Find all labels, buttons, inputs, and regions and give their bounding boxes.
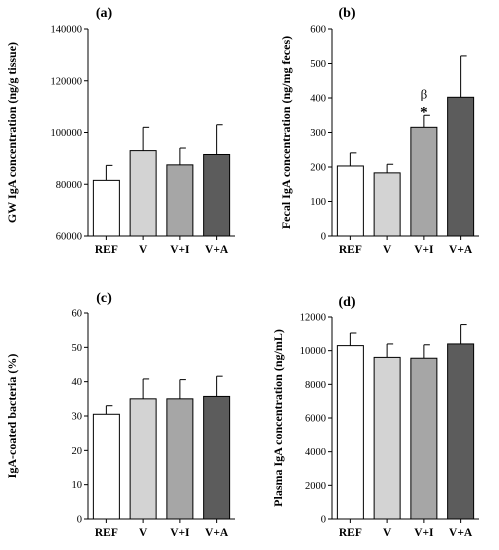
y-tick-label: 30	[72, 412, 83, 423]
chart-panel-4: 0 2000 4000 6000 8000 10000 12000 REF V V+I V+A (d)…	[271, 295, 479, 539]
y-tick-label: 50	[72, 343, 83, 354]
x-tick-label: V+A	[449, 527, 473, 539]
x-tick-label: REF	[339, 527, 362, 539]
x-tick-label: V	[139, 244, 148, 256]
x-tick-label: V+I	[414, 244, 434, 256]
bar-v	[129, 150, 157, 237]
bar-ref	[336, 345, 364, 520]
y-tick-label: 100000	[51, 128, 83, 139]
y-tick-label: 6000	[305, 414, 326, 425]
significance-marker: β	[421, 86, 428, 101]
y-tick-label: 12000	[300, 313, 326, 324]
chart-panel-2: 0 100 200 300 400 500 600 REF V V+I β * V+A (b) Fecal …	[279, 6, 479, 256]
bar-v-plus-a	[447, 343, 475, 520]
bar-v-plus-a	[447, 96, 475, 237]
y-axis-title: IgA-coated bacteria (%)	[5, 354, 19, 479]
y-tick-label: 300	[310, 128, 326, 139]
y-tick-label: 0	[77, 515, 82, 526]
panel-label: (a)	[96, 6, 113, 21]
y-axis-title: GW IgA concentration (ng/g tissue)	[5, 42, 19, 223]
y-tick-label: 60000	[56, 232, 82, 243]
bar-v-plus-i	[166, 398, 194, 520]
bar-v-plus-a	[203, 395, 231, 520]
x-tick-label: V+I	[170, 244, 190, 256]
y-tick-label: 8000	[305, 380, 326, 391]
bar-v-plus-i	[410, 357, 438, 520]
y-tick-label: 10000	[300, 346, 326, 357]
panel-label: (d)	[338, 295, 355, 310]
x-tick-label: V	[383, 527, 392, 539]
y-tick-label: 400	[310, 94, 326, 105]
panel-label: (b)	[338, 6, 355, 21]
y-tick-label: 20	[72, 446, 83, 457]
x-tick-label: V+A	[449, 244, 473, 256]
bar-ref	[92, 179, 120, 237]
bar-ref	[336, 165, 364, 237]
y-tick-label: 100	[310, 197, 326, 208]
bar-v	[373, 172, 401, 237]
y-axis-title: Fecal IgA concentration (ng/mg feces)	[279, 36, 293, 229]
y-axis-title: Plasma IgA concentration (ng/mL)	[271, 329, 285, 507]
chart-panel-1: 60000 80000 100000 120000 140000 REF V V+I V+A (a…	[5, 6, 235, 256]
chart-panel-3: 0 10 20 30 40 50 60 REF V V+I V+A (c) IgA-coated bac…	[5, 291, 235, 539]
x-tick-label: V+I	[414, 527, 434, 539]
panel-label: (c)	[96, 291, 112, 306]
bar-v-plus-a	[203, 153, 231, 237]
y-tick-label: 200	[310, 163, 326, 174]
bar-v	[373, 356, 401, 520]
y-tick-label: 0	[321, 232, 326, 243]
y-tick-label: 500	[310, 59, 326, 70]
y-tick-label: 80000	[56, 180, 82, 191]
x-tick-label: V+A	[205, 527, 229, 539]
y-tick-label: 4000	[305, 447, 326, 458]
bar-v-plus-i	[166, 164, 194, 237]
y-tick-label: 2000	[305, 481, 326, 492]
x-tick-label: REF	[95, 244, 118, 256]
y-tick-label: 140000	[51, 25, 83, 36]
x-tick-label: V	[139, 527, 148, 539]
x-tick-label: REF	[339, 244, 362, 256]
bar-v-plus-i	[410, 126, 438, 237]
y-tick-label: 10	[72, 480, 83, 491]
x-tick-label: REF	[95, 527, 118, 539]
y-tick-label: 600	[310, 25, 326, 36]
y-tick-label: 40	[72, 377, 83, 388]
y-tick-label: 60	[72, 309, 83, 320]
bar-v	[129, 398, 157, 520]
y-tick-label: 120000	[51, 76, 83, 87]
bar-ref	[92, 413, 120, 520]
y-tick-label: 0	[321, 515, 326, 526]
x-tick-label: V	[383, 244, 392, 256]
x-tick-label: V+I	[170, 527, 190, 539]
significance-marker: *	[420, 104, 428, 120]
x-tick-label: V+A	[205, 244, 229, 256]
